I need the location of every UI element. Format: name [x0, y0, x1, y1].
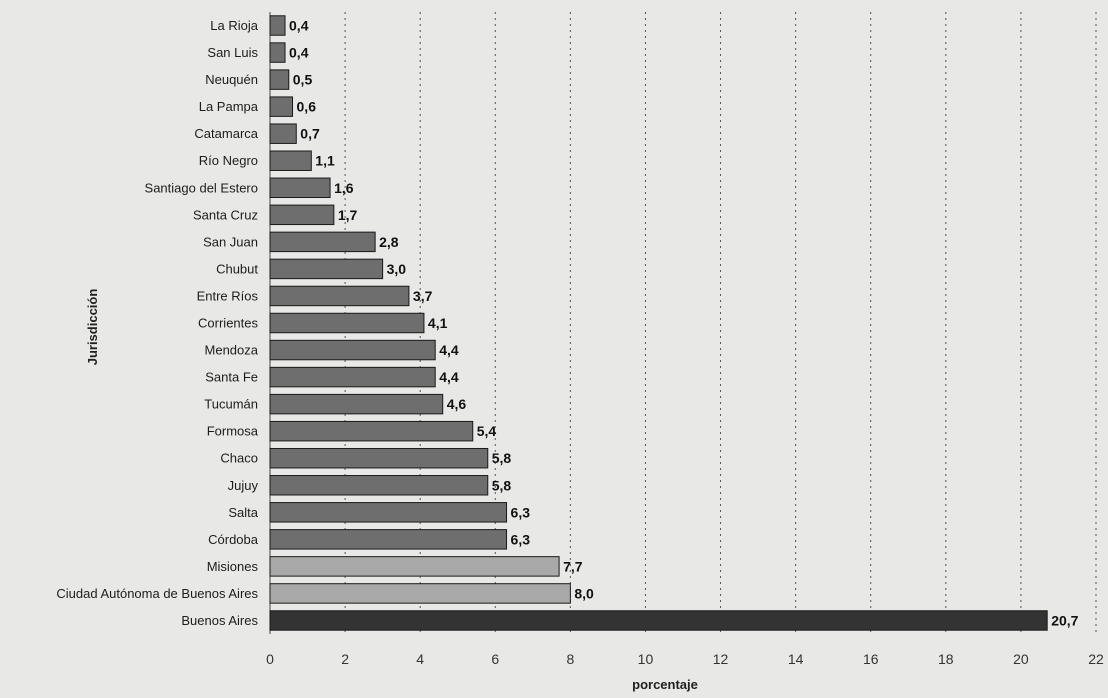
category-labels: La Rioja San Luis Neuquén La Pampa Catamarca…: [56, 18, 258, 628]
data-label: 2,8: [379, 234, 399, 250]
bar: [269, 231, 376, 253]
category-label: Buenos Aires: [181, 613, 258, 628]
category-label: Chubut: [216, 261, 258, 276]
category-label: Neuquén: [205, 72, 258, 87]
bar: [269, 177, 331, 199]
category-label: Mendoza: [205, 343, 259, 358]
data-label: 5,8: [492, 450, 512, 466]
x-axis-title: porcentaje: [632, 677, 698, 692]
category-label: San Luis: [207, 45, 258, 60]
category-label: Santa Cruz: [193, 207, 258, 222]
bar: [269, 420, 474, 442]
value-labels: 0,4 0,4 0,5 0,6 0,7 1,1 1,6 1,7 2,8 3,0 3,7 4,1 4,4 4…: [289, 18, 1079, 629]
data-label: 4,6: [447, 396, 467, 412]
category-label: Jujuy: [228, 478, 259, 493]
data-label: 0,5: [293, 72, 313, 88]
category-label: La Rioja: [210, 18, 258, 33]
data-label: 20,7: [1051, 612, 1078, 628]
x-tick-label: 2: [341, 651, 349, 667]
bar: [269, 123, 297, 144]
bar: [269, 447, 489, 469]
x-tick-label: 22: [1088, 651, 1104, 667]
x-tick-label: 20: [1013, 651, 1029, 667]
bar: [269, 312, 425, 334]
data-label: 8,0: [574, 585, 594, 601]
data-label: 0,6: [297, 99, 317, 115]
y-axis-title: Jurisdicción: [85, 289, 100, 366]
bar: [269, 366, 436, 388]
data-label: 6,3: [511, 504, 531, 520]
data-label: 4,4: [439, 342, 459, 358]
bar: [269, 393, 444, 415]
data-label: 0,4: [289, 45, 309, 61]
bar: [269, 583, 571, 604]
category-label: Santa Fe: [205, 370, 258, 385]
category-label: Catamarca: [194, 126, 258, 141]
category-label: Entre Ríos: [197, 288, 259, 303]
data-label: 1,6: [334, 180, 354, 196]
data-label: 7,7: [563, 558, 583, 574]
data-label: 4,1: [428, 315, 448, 331]
bar: [269, 150, 312, 171]
bar: [269, 475, 489, 496]
x-tick-label: 16: [863, 651, 879, 667]
bar: [269, 42, 286, 63]
bar: [269, 204, 335, 226]
bar: [269, 15, 286, 36]
category-label: Formosa: [207, 424, 259, 439]
data-label: 3,7: [413, 288, 433, 304]
category-label: Río Negro: [199, 153, 258, 168]
data-label: 3,0: [387, 261, 407, 277]
data-label: 6,3: [511, 531, 531, 547]
data-label: 0,7: [300, 126, 320, 142]
bars: [269, 15, 1048, 631]
category-label: San Juan: [203, 234, 258, 249]
data-label: 5,8: [492, 477, 512, 493]
x-tick-labels: 0 2 4 6 8 10 12 14 16 18 20 22: [266, 651, 1104, 667]
category-label: Tucumán: [204, 397, 258, 412]
bar: [269, 610, 1048, 631]
data-label: 0,4: [289, 18, 309, 34]
bar: [269, 96, 294, 117]
x-tick-label: 4: [416, 651, 424, 667]
x-tick-label: 14: [788, 651, 804, 667]
bar: [269, 258, 384, 280]
x-tick-label: 12: [713, 651, 729, 667]
category-label: Ciudad Autónoma de Buenos Aires: [56, 586, 258, 601]
x-tick-label: 0: [266, 651, 274, 667]
data-label: 1,7: [338, 207, 358, 223]
bar: [269, 502, 508, 523]
x-tick-label: 8: [566, 651, 574, 667]
data-label: 1,1: [315, 153, 335, 169]
category-label: Santiago del Estero: [145, 180, 258, 195]
category-label: Misiones: [207, 559, 259, 574]
category-label: La Pampa: [199, 99, 259, 114]
category-label: Salta: [228, 505, 258, 520]
data-label: 5,4: [477, 423, 497, 439]
bar: [269, 556, 560, 577]
x-tick-label: 10: [638, 651, 654, 667]
x-tick-label: 6: [491, 651, 499, 667]
x-tick-label: 18: [938, 651, 954, 667]
data-label: 4,4: [439, 369, 459, 385]
bar: [269, 529, 508, 550]
bar: [269, 69, 290, 90]
category-label: Córdoba: [208, 532, 259, 547]
bar: [269, 285, 410, 307]
category-label: Chaco: [220, 451, 258, 466]
category-label: Corrientes: [198, 316, 258, 331]
bar: [269, 339, 436, 361]
